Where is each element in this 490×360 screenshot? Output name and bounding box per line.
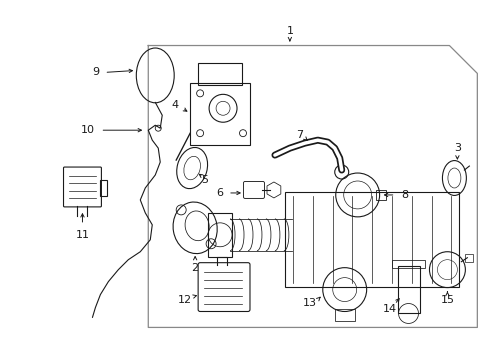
- Bar: [198, 63, 242, 85]
- Bar: [190, 84, 250, 145]
- Text: 8: 8: [401, 190, 408, 200]
- Bar: [285, 192, 460, 287]
- Text: 3: 3: [454, 143, 461, 153]
- Text: 1: 1: [286, 26, 294, 36]
- Text: 11: 11: [75, 230, 90, 240]
- Text: 2: 2: [192, 263, 199, 273]
- Bar: [376, 190, 386, 200]
- Bar: [392, 260, 425, 268]
- Text: 10: 10: [80, 125, 95, 135]
- Bar: [397, 266, 419, 314]
- Text: 7: 7: [296, 130, 303, 140]
- Text: 4: 4: [172, 100, 179, 110]
- Bar: [335, 310, 355, 321]
- Text: 5: 5: [201, 175, 209, 185]
- Text: 9: 9: [92, 67, 99, 77]
- Bar: [208, 213, 232, 257]
- Bar: [466, 254, 473, 262]
- Text: 14: 14: [383, 305, 396, 315]
- Text: 13: 13: [303, 297, 317, 307]
- Text: 6: 6: [217, 188, 223, 198]
- Text: 15: 15: [441, 294, 454, 305]
- Text: 12: 12: [178, 294, 192, 305]
